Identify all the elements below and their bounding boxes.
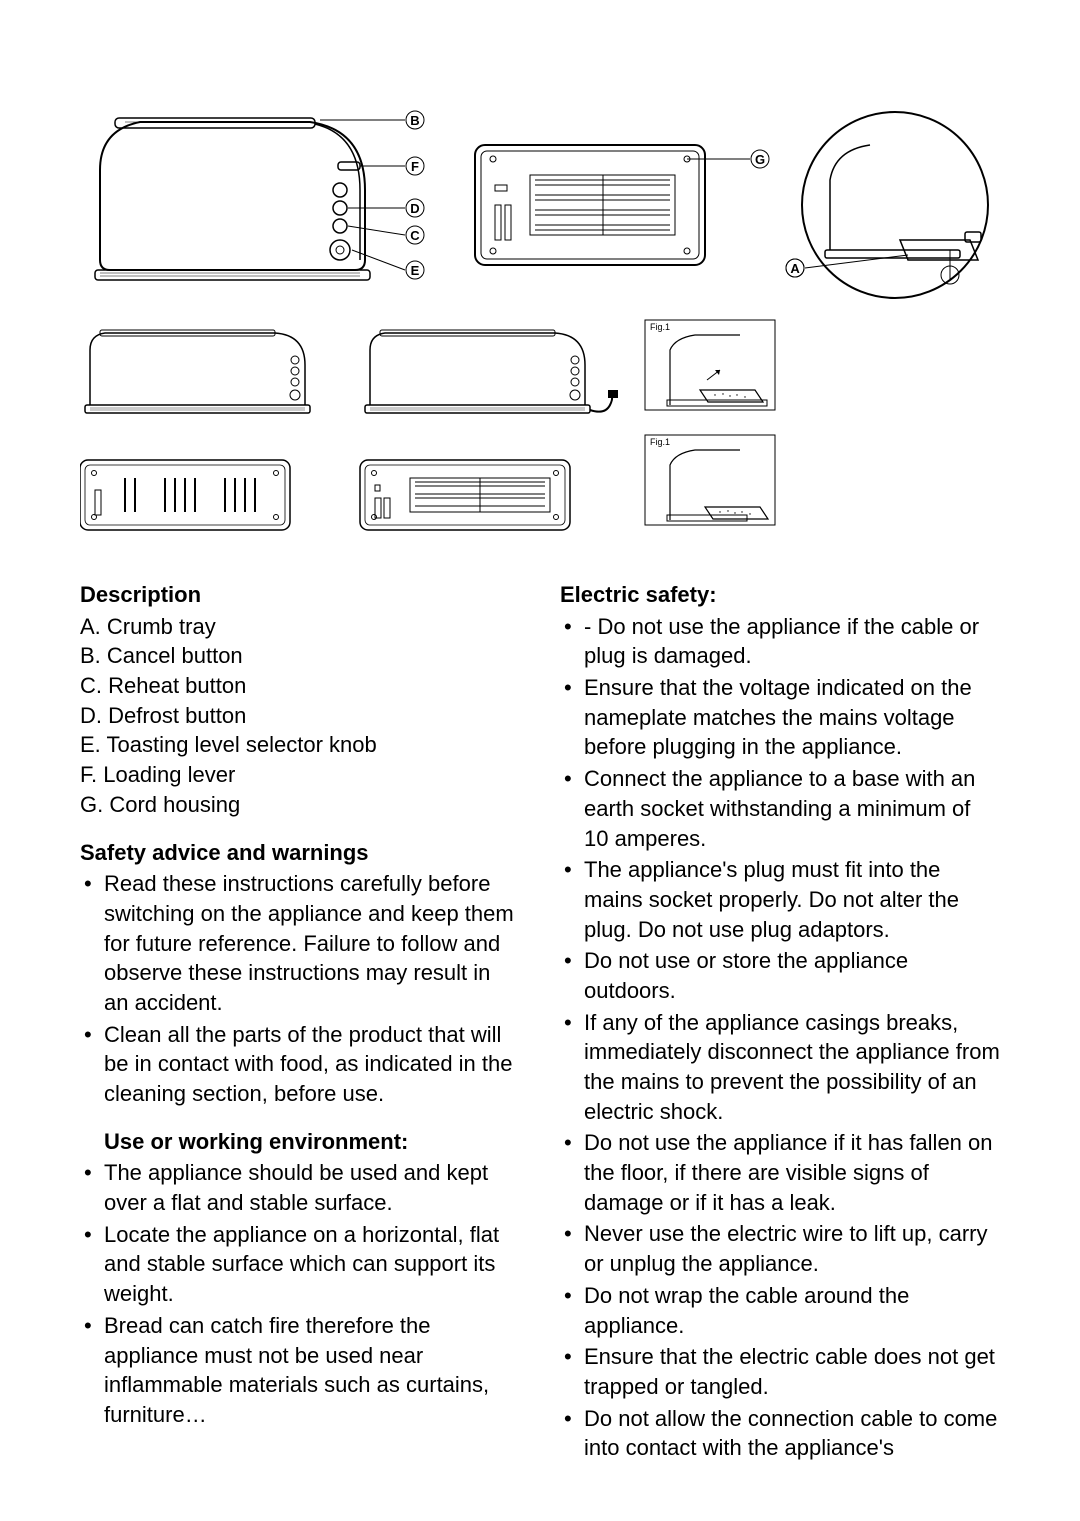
electric-item: Do not use or store the appliance outdoo… [560, 946, 1000, 1005]
desc-b: B. Cancel button [80, 641, 520, 671]
desc-f: F. Loading lever [80, 760, 520, 790]
diagram-bottom-small-1 [80, 460, 290, 530]
safety-list: Read these instructions carefully before… [80, 869, 520, 1109]
callout-f: F [411, 159, 419, 174]
electric-item: The appliance's plug must fit into the m… [560, 855, 1000, 944]
callout-g: G [755, 152, 765, 167]
diagram-area: B F D C E G [80, 110, 1000, 550]
electric-item: Ensure that the electric cable does not … [560, 1342, 1000, 1401]
fig1a-label: Fig.1 [650, 322, 670, 332]
text-content: Description A. Crumb tray B. Cancel butt… [80, 580, 1000, 1465]
use-item: Bread can catch fire therefore the appli… [80, 1311, 520, 1430]
electric-item: Do not use the appliance if it has falle… [560, 1128, 1000, 1217]
electric-item: Never use the electric wire to lift up, … [560, 1219, 1000, 1278]
diagram-small-side-1 [85, 330, 310, 413]
safety-heading: Safety advice and warnings [80, 838, 520, 868]
use-heading: Use or working environment: [104, 1127, 520, 1157]
callout-b: B [410, 113, 419, 128]
left-column: Description A. Crumb tray B. Cancel butt… [80, 580, 520, 1465]
callout-c: C [410, 228, 420, 243]
callout-a: A [790, 261, 800, 276]
electric-item: Do not wrap the cable around the applian… [560, 1281, 1000, 1340]
diagram-crumb-tray-detail: A [786, 112, 988, 298]
right-column: Electric safety: - Do not use the applia… [560, 580, 1000, 1465]
electric-item: - Do not use the appliance if the cable … [560, 612, 1000, 671]
use-item: The appliance should be used and kept ov… [80, 1158, 520, 1217]
desc-c: C. Reheat button [80, 671, 520, 701]
use-list: The appliance should be used and kept ov… [80, 1158, 520, 1429]
desc-a: A. Crumb tray [80, 612, 520, 642]
electric-heading: Electric safety: [560, 580, 1000, 610]
diagram-small-side-2 [365, 330, 618, 413]
electric-item: If any of the appliance casings breaks, … [560, 1008, 1000, 1127]
callout-e: E [411, 263, 420, 278]
diagram-bottom-small-2 [360, 460, 570, 530]
description-heading: Description [80, 580, 520, 610]
electric-item: Connect the appliance to a base with an … [560, 764, 1000, 853]
electric-item: Ensure that the voltage indicated on the… [560, 673, 1000, 762]
diagram-bottom-view: G [475, 145, 769, 265]
desc-e: E. Toasting level selector knob [80, 730, 520, 760]
diagram-main-toaster: B F D C E [95, 111, 424, 280]
use-item: Locate the appliance on a horizontal, fl… [80, 1220, 520, 1309]
desc-d: D. Defrost button [80, 701, 520, 731]
diagrams-svg: B F D C E G [80, 110, 1000, 550]
diagram-fig1a: Fig.1 [645, 320, 775, 410]
safety-item: Read these instructions carefully before… [80, 869, 520, 1017]
callout-d: D [410, 201, 419, 216]
safety-item: Clean all the parts of the product that … [80, 1020, 520, 1109]
desc-g: G. Cord housing [80, 790, 520, 820]
electric-item: Do not allow the connection cable to com… [560, 1404, 1000, 1463]
diagram-fig1b: Fig.1 [645, 435, 775, 525]
electric-list: - Do not use the appliance if the cable … [560, 612, 1000, 1463]
fig1b-label: Fig.1 [650, 437, 670, 447]
